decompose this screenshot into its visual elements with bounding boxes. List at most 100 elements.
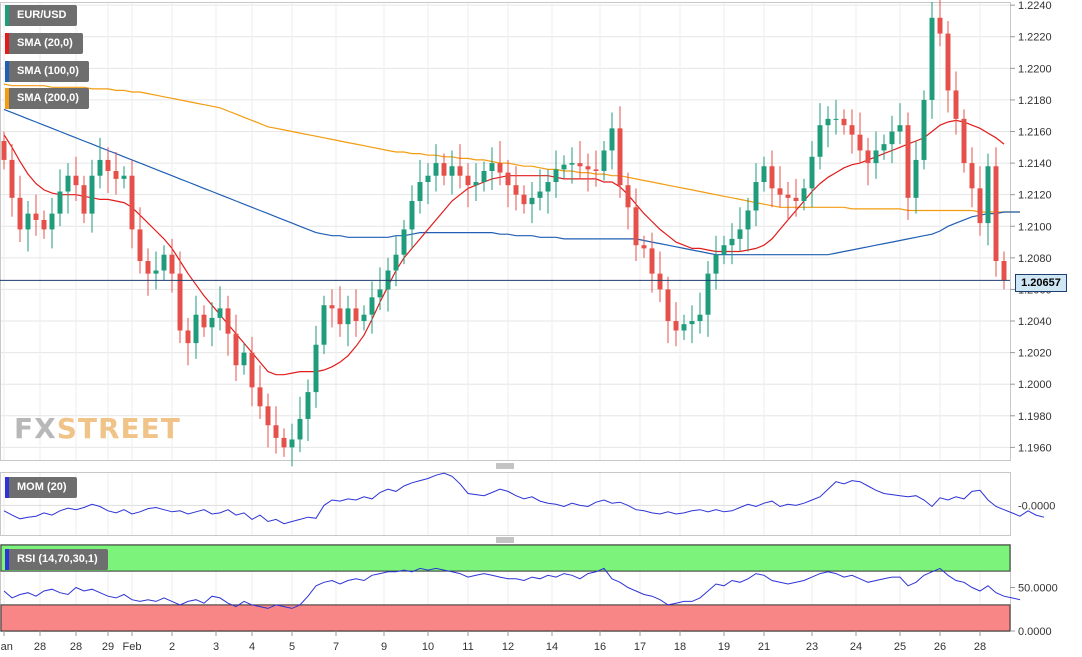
- candle-body: [1001, 261, 1007, 280]
- price-tick-label: 1.2140: [1018, 158, 1052, 170]
- legend-sma20-text: SMA (20,0): [17, 37, 73, 49]
- candle-body: [977, 188, 983, 224]
- candle-body: [873, 150, 879, 164]
- candle-body: [129, 175, 135, 230]
- candle-body: [985, 166, 991, 224]
- sma200-color-swatch: [5, 88, 9, 109]
- logo-street: STREET: [56, 412, 181, 445]
- candle-body: [217, 308, 223, 318]
- time-tick-label: 21: [758, 641, 770, 653]
- candle: [9, 144, 15, 217]
- price-tick-label: 1.2020: [1018, 348, 1052, 360]
- time-tick-label: 2: [169, 641, 175, 653]
- candle-body: [65, 175, 71, 192]
- candle: [617, 106, 623, 198]
- candle: [849, 109, 855, 154]
- candle-body: [153, 270, 159, 274]
- candle-body: [201, 314, 207, 328]
- candle-body: [561, 164, 567, 170]
- candle: [265, 393, 271, 448]
- candle: [705, 261, 711, 337]
- candle: [553, 150, 559, 198]
- candle-body: [513, 185, 519, 195]
- candle-body: [825, 118, 831, 126]
- candle-body: [489, 163, 495, 171]
- candle: [97, 137, 103, 189]
- candle-body: [121, 175, 127, 179]
- candle-body: [849, 125, 855, 135]
- candle-body: [169, 254, 175, 274]
- candle-body: [993, 166, 999, 262]
- price-tick-label: 1.1980: [1018, 411, 1052, 423]
- price-axis-ticks: 1.2240 1.2220 1.2200 1.2180 1.2160 1.2140 1.21…: [1010, 0, 1052, 454]
- candle-body: [705, 273, 711, 315]
- candle: [329, 289, 335, 328]
- candle-body: [545, 182, 551, 192]
- candle: [953, 71, 959, 135]
- candle: [217, 286, 223, 331]
- fxstreet-logo: FXSTREET: [14, 412, 181, 445]
- candle-body: [865, 150, 871, 164]
- candle-body: [689, 321, 695, 325]
- candle: [73, 156, 79, 201]
- candle-body: [953, 90, 959, 119]
- pane-resize-handle[interactable]: [496, 463, 514, 469]
- candle-body: [209, 317, 215, 328]
- candle-body: [729, 238, 735, 246]
- candle-body: [937, 17, 943, 34]
- legend-sma100[interactable]: SMA (100,0): [5, 61, 89, 82]
- candle-body: [601, 150, 607, 171]
- candle-body: [537, 191, 543, 198]
- pane-resize-handles[interactable]: [496, 463, 514, 543]
- candle-body: [289, 439, 295, 448]
- candle-body: [73, 175, 79, 186]
- candles-layer: [1, 0, 1007, 467]
- price-tick-label: 1.2220: [1018, 32, 1052, 44]
- candle: [801, 178, 807, 211]
- candle-body: [841, 118, 847, 126]
- candle-body: [337, 308, 343, 325]
- candle-body: [97, 159, 103, 176]
- candle: [137, 207, 143, 274]
- pane-resize-handle[interactable]: [496, 537, 514, 543]
- legend-momentum[interactable]: MOM (20): [5, 477, 77, 498]
- rsi-color-swatch: [5, 549, 9, 570]
- candle: [609, 112, 615, 170]
- candle-body: [281, 437, 287, 448]
- candle: [921, 90, 927, 170]
- legend-sma200-text: SMA (200,0): [17, 92, 79, 104]
- candle-body: [857, 134, 863, 151]
- candle-body: [449, 166, 455, 176]
- legend-symbol[interactable]: EUR/USD: [5, 5, 77, 26]
- candle-body: [89, 175, 95, 214]
- legend-sma200[interactable]: SMA (200,0): [5, 88, 89, 109]
- candle: [761, 156, 767, 192]
- candle: [249, 336, 255, 407]
- time-tick-label: 7: [333, 641, 339, 653]
- time-tick-label: 29: [102, 641, 114, 653]
- candle: [169, 238, 175, 293]
- candle: [241, 343, 247, 375]
- candle-body: [137, 229, 143, 262]
- time-tick-label: 18: [674, 641, 686, 653]
- candle-body: [401, 229, 407, 255]
- candle: [641, 235, 647, 258]
- candle: [729, 223, 735, 265]
- legend-sma20[interactable]: SMA (20,0): [5, 33, 83, 54]
- legend-rsi-text: RSI (14,70,30,1): [17, 553, 98, 565]
- candle: [841, 109, 847, 135]
- pane-frame-1: [0, 472, 1011, 536]
- rsi-layer: 50.0000 0.0000: [0, 544, 1058, 638]
- candle-body: [945, 33, 951, 91]
- time-tick-label: 10: [422, 641, 434, 653]
- time-tick-label: 14: [546, 641, 558, 653]
- candle-body: [393, 254, 399, 271]
- candle: [497, 140, 503, 186]
- candle: [713, 235, 719, 290]
- legend-rsi[interactable]: RSI (14,70,30,1): [5, 549, 108, 570]
- time-tick-label: Jan: [0, 641, 13, 653]
- candle-body: [801, 188, 807, 201]
- candle-body: [369, 297, 375, 315]
- candle: [161, 245, 167, 280]
